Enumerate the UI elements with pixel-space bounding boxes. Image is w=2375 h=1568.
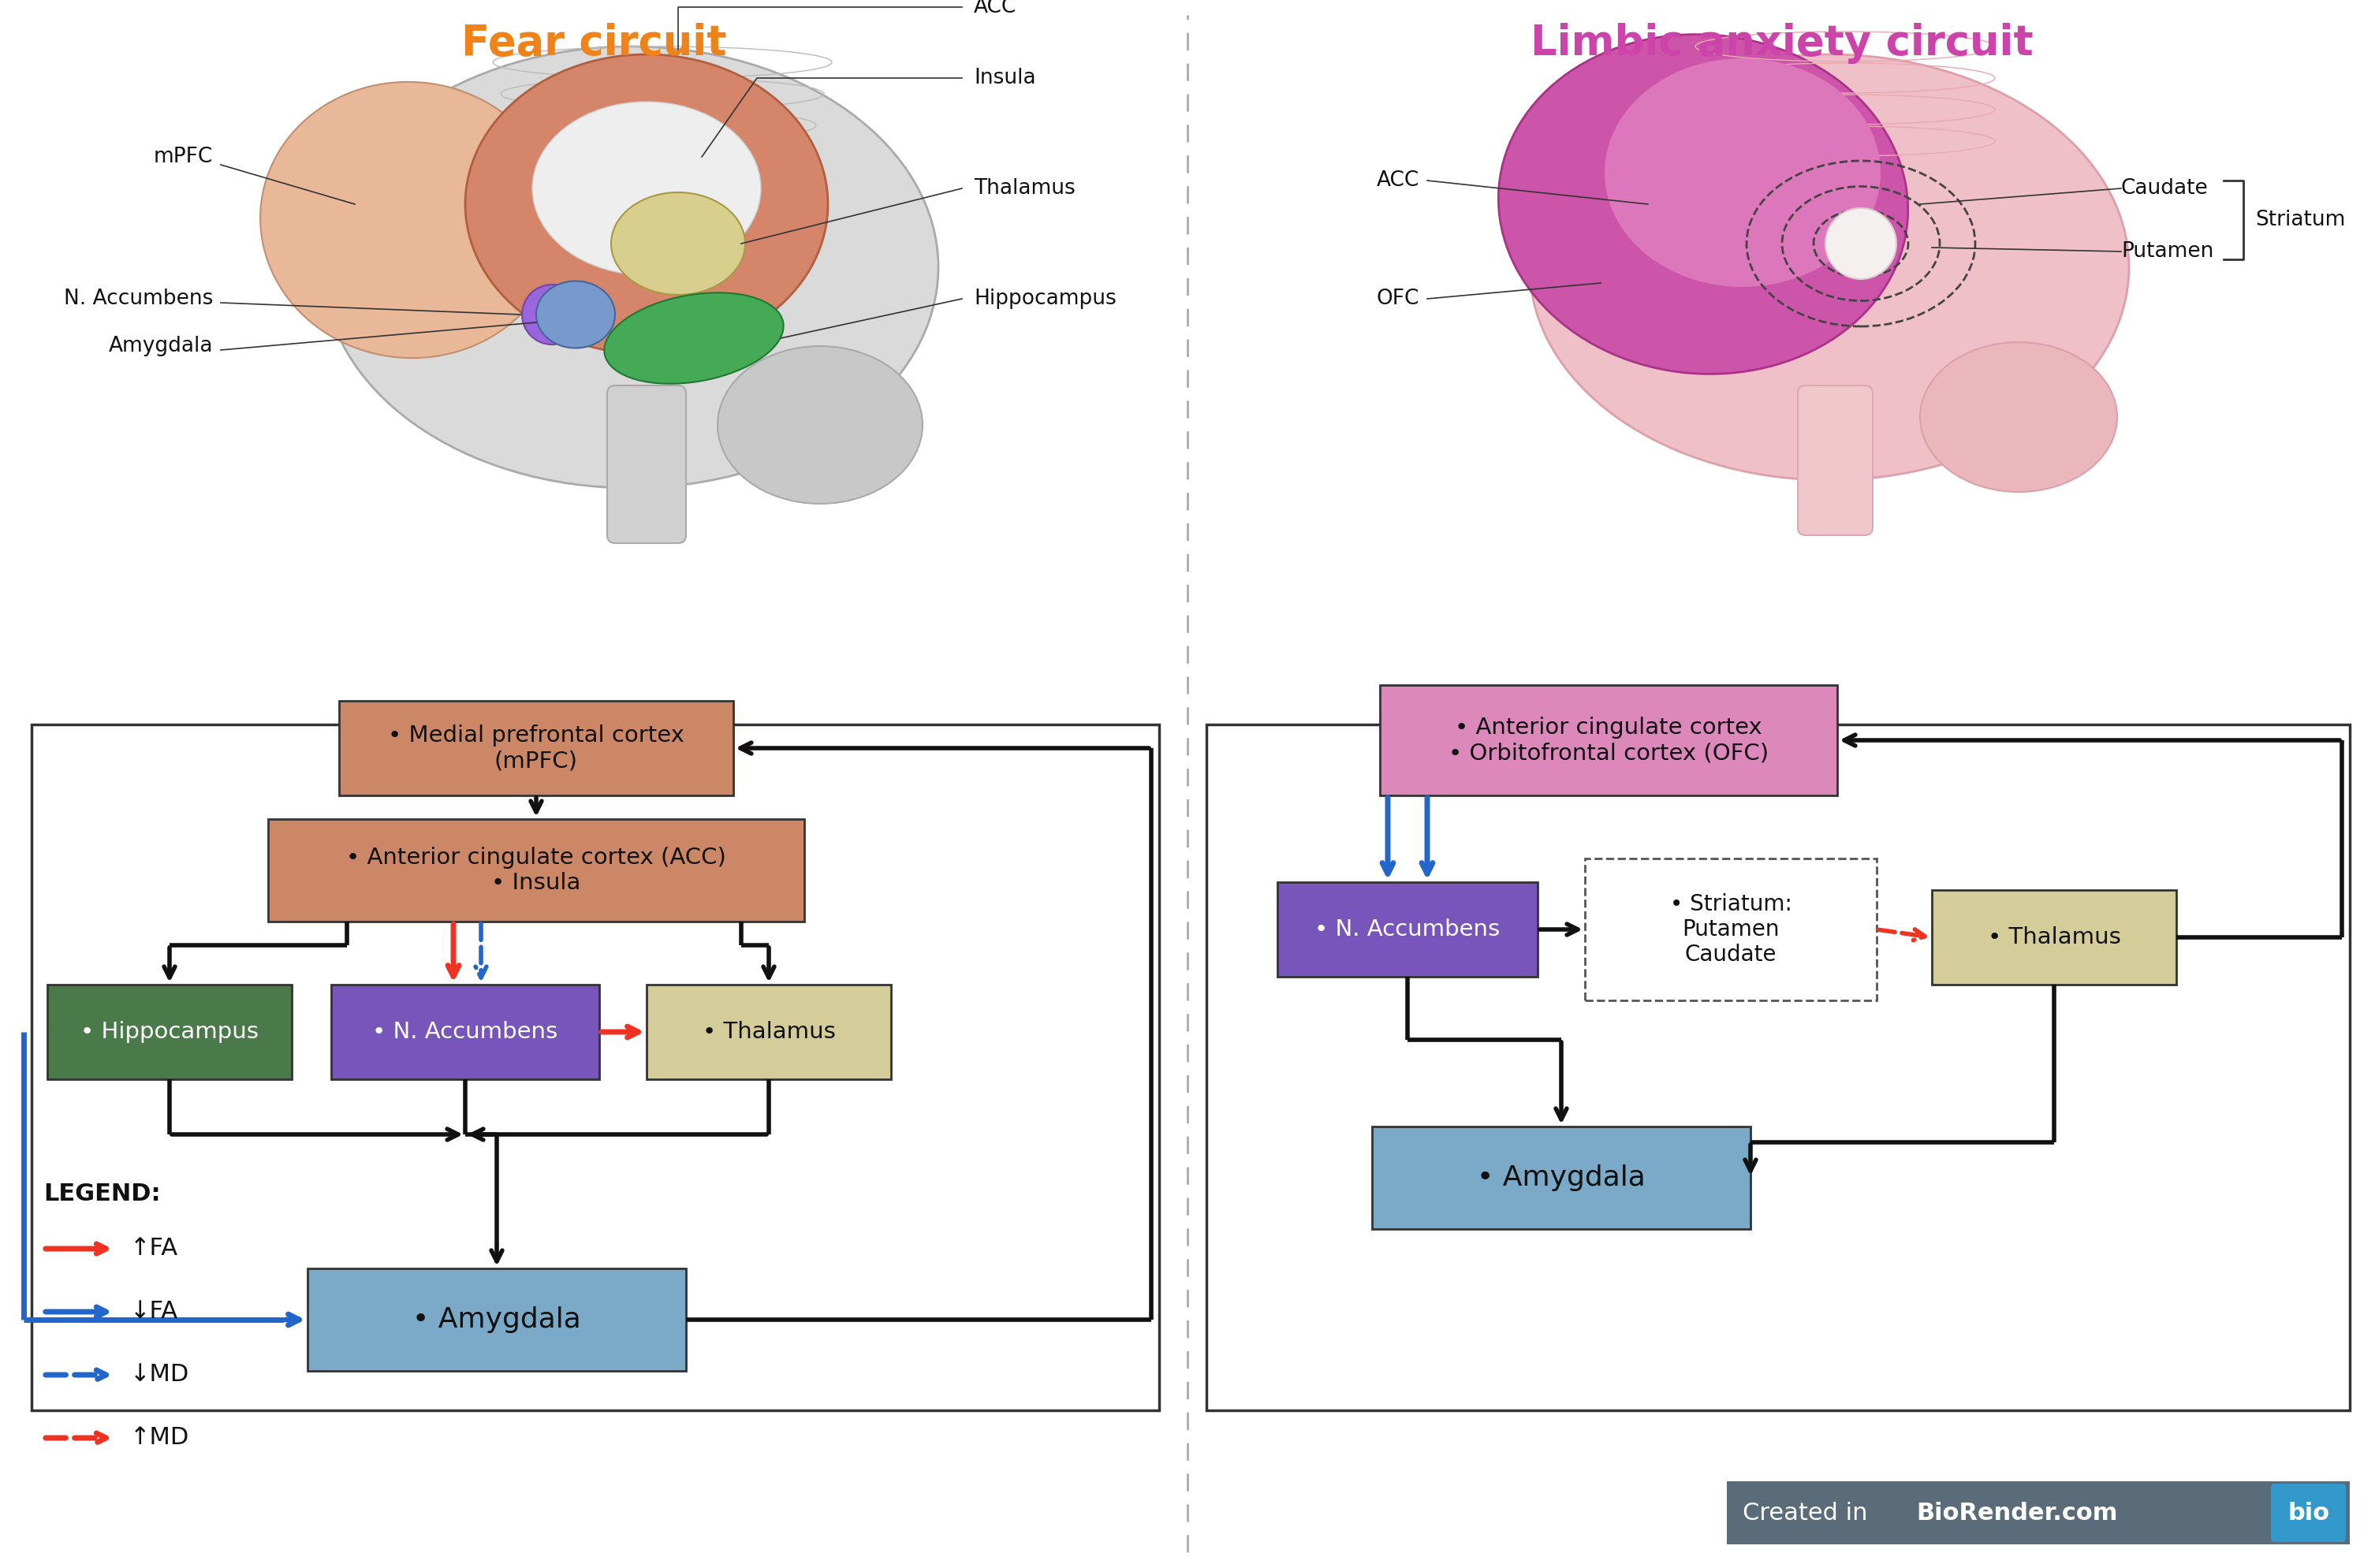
Text: ↓MD: ↓MD [131,1364,190,1386]
Text: Thalamus: Thalamus [974,179,1076,199]
Text: Putamen: Putamen [2121,241,2214,262]
Text: • Anterior cingulate cortex
• Orbitofrontal cortex (OFC): • Anterior cingulate cortex • Orbitofron… [1449,717,1769,764]
Circle shape [1826,209,1895,279]
FancyBboxPatch shape [1931,891,2176,985]
FancyBboxPatch shape [1278,883,1537,977]
FancyBboxPatch shape [646,985,891,1079]
FancyBboxPatch shape [48,985,292,1079]
Text: • Medial prefrontal cortex
(mPFC): • Medial prefrontal cortex (mPFC) [387,724,684,771]
FancyBboxPatch shape [330,985,599,1079]
Text: • Striatum:
Putamen
Caudate: • Striatum: Putamen Caudate [1670,892,1791,966]
Text: OFC: OFC [1377,289,1420,309]
Ellipse shape [610,193,746,295]
Ellipse shape [465,55,829,354]
Text: • Hippocampus: • Hippocampus [81,1021,259,1043]
FancyBboxPatch shape [1584,859,1876,1000]
Text: Amygdala: Amygdala [109,336,214,356]
Text: Limbic anxiety circuit: Limbic anxiety circuit [1530,24,2033,64]
Text: LEGEND:: LEGEND: [43,1182,161,1206]
Text: Created in: Created in [1743,1502,1876,1524]
Text: • N. Accumbens: • N. Accumbens [373,1021,558,1043]
FancyBboxPatch shape [1798,386,1874,535]
Text: • Amygdala: • Amygdala [413,1306,582,1333]
FancyBboxPatch shape [1727,1482,2349,1544]
Text: ACC: ACC [1377,171,1420,191]
Ellipse shape [717,347,921,503]
Text: ↓FA: ↓FA [131,1300,178,1323]
Ellipse shape [1606,58,1881,287]
FancyBboxPatch shape [268,818,805,922]
Text: • Anterior cingulate cortex (ACC)
• Insula: • Anterior cingulate cortex (ACC) • Insu… [347,847,727,894]
Text: ↑FA: ↑FA [131,1237,178,1261]
Text: N. Accumbens: N. Accumbens [64,289,214,309]
Text: • Amygdala: • Amygdala [1477,1165,1646,1192]
FancyBboxPatch shape [340,701,734,795]
Ellipse shape [537,281,615,348]
FancyBboxPatch shape [608,386,686,543]
Text: Hippocampus: Hippocampus [974,289,1116,309]
Ellipse shape [261,82,560,358]
Text: Striatum: Striatum [2256,210,2346,230]
Ellipse shape [532,102,760,274]
Text: ACC: ACC [974,0,1016,17]
Text: Fear circuit: Fear circuit [461,24,727,64]
FancyBboxPatch shape [1373,1126,1750,1229]
Text: bio: bio [2287,1502,2330,1524]
Ellipse shape [603,293,784,384]
Text: mPFC: mPFC [154,147,214,168]
Ellipse shape [1530,55,2128,480]
Text: ↑MD: ↑MD [131,1427,190,1449]
Text: Caudate: Caudate [2121,179,2209,199]
Text: • Thalamus: • Thalamus [1988,927,2121,949]
Ellipse shape [323,47,938,488]
Text: BioRender.com: BioRender.com [1917,1502,2118,1524]
FancyBboxPatch shape [306,1269,686,1370]
Ellipse shape [1919,342,2116,492]
FancyBboxPatch shape [1380,685,1838,795]
FancyBboxPatch shape [2270,1483,2346,1541]
Circle shape [522,284,582,345]
Ellipse shape [1499,34,1907,375]
Text: Insula: Insula [974,67,1036,88]
Text: • N. Accumbens: • N. Accumbens [1316,919,1501,941]
Text: • Thalamus: • Thalamus [703,1021,836,1043]
